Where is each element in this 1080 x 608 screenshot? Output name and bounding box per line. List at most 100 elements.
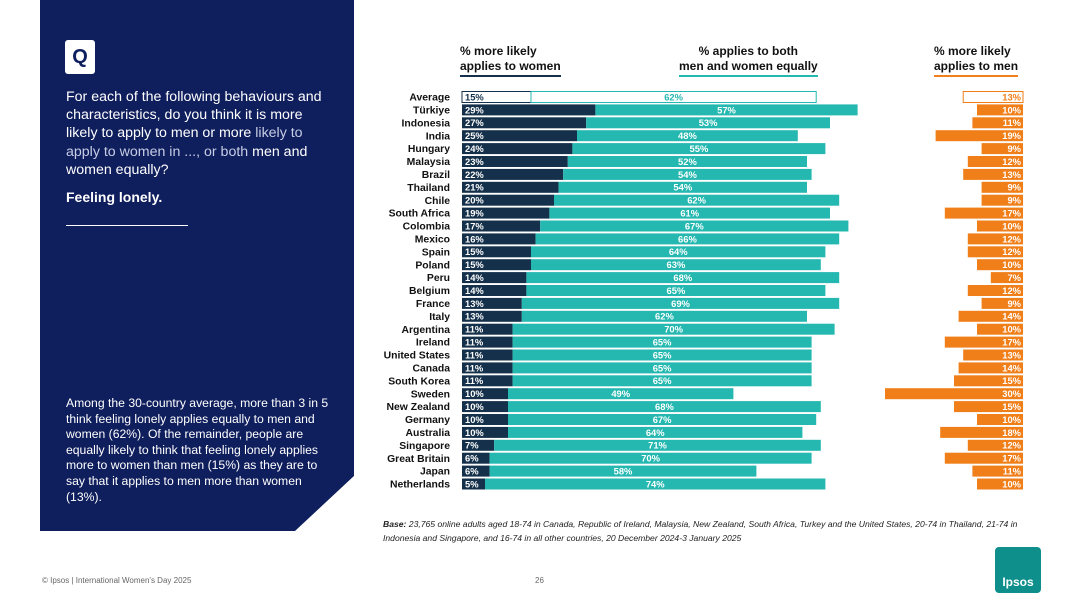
value-label-men: 9% bbox=[1007, 195, 1021, 206]
country-label: Argentina bbox=[402, 325, 451, 336]
bar-men bbox=[972, 465, 1023, 477]
value-label-both: 70% bbox=[664, 324, 683, 335]
bar-both bbox=[531, 259, 821, 271]
bar-men bbox=[935, 130, 1023, 142]
value-label-women: 7% bbox=[465, 440, 479, 451]
value-label-men: 11% bbox=[1003, 117, 1022, 128]
value-label-men: 10% bbox=[1002, 414, 1021, 425]
bar-men bbox=[944, 452, 1023, 464]
value-label-both: 54% bbox=[673, 182, 692, 193]
value-label-women: 22% bbox=[465, 169, 484, 180]
value-label-men: 12% bbox=[1002, 285, 1021, 296]
bar-men bbox=[977, 323, 1023, 335]
country-label: Thailand bbox=[407, 183, 450, 194]
header-men-line2: applies to men bbox=[934, 59, 1019, 73]
bar-men bbox=[977, 259, 1023, 271]
bar-women bbox=[462, 130, 577, 142]
country-label: Türkiye bbox=[413, 106, 450, 117]
country-label: Average bbox=[409, 93, 450, 104]
bar-men bbox=[958, 310, 1023, 322]
bar-men bbox=[963, 168, 1023, 180]
value-label-both: 61% bbox=[680, 208, 699, 219]
bar-women bbox=[462, 478, 485, 490]
bar-women bbox=[462, 194, 554, 206]
base-note: Base: 23,765 online adults aged 18-74 in… bbox=[383, 517, 1043, 545]
country-label: New Zealand bbox=[386, 402, 450, 413]
value-label-women: 27% bbox=[465, 117, 484, 128]
bar-both bbox=[512, 323, 835, 335]
value-label-women: 14% bbox=[465, 285, 484, 296]
bar-women bbox=[462, 104, 596, 116]
value-label-women: 10% bbox=[465, 427, 484, 438]
page-number: 26 bbox=[535, 576, 544, 585]
value-label-women: 5% bbox=[465, 478, 479, 489]
bar-both bbox=[558, 181, 807, 193]
value-label-men: 12% bbox=[1002, 156, 1021, 167]
bar-women bbox=[462, 388, 508, 400]
country-label: Spain bbox=[422, 247, 450, 258]
header-both-line2: men and women equally bbox=[679, 59, 818, 73]
value-label-both: 65% bbox=[653, 362, 672, 373]
bar-both bbox=[526, 272, 840, 284]
footer-source: © Ipsos | International Women's Day 2025 bbox=[42, 576, 192, 585]
bar-men bbox=[977, 478, 1023, 490]
question-panel bbox=[40, 0, 354, 531]
value-label-both: 48% bbox=[678, 130, 697, 141]
value-label-women: 23% bbox=[465, 156, 484, 167]
value-label-men: 13% bbox=[1002, 169, 1021, 180]
bar-men bbox=[962, 91, 1024, 103]
bar-both bbox=[508, 426, 803, 438]
country-label: France bbox=[416, 299, 450, 310]
bar-women bbox=[462, 323, 513, 335]
country-label: South Africa bbox=[389, 209, 451, 220]
value-label-men: 10% bbox=[1002, 324, 1021, 335]
country-label: United States bbox=[384, 351, 451, 362]
bar-men bbox=[940, 426, 1023, 438]
value-label-men: 13% bbox=[1002, 91, 1021, 102]
bar-both bbox=[485, 478, 826, 490]
value-label-women: 11% bbox=[465, 337, 484, 348]
value-label-men: 13% bbox=[1002, 349, 1021, 360]
value-label-women: 25% bbox=[465, 130, 484, 141]
value-label-both: 65% bbox=[667, 285, 686, 296]
bar-women bbox=[462, 272, 527, 284]
bar-both bbox=[549, 207, 830, 219]
value-label-both: 62% bbox=[664, 91, 683, 102]
value-label-men: 9% bbox=[1007, 143, 1021, 154]
header-women-line1: % more likely bbox=[460, 44, 537, 58]
bar-men bbox=[981, 143, 1023, 155]
bar-women bbox=[462, 246, 531, 258]
value-label-women: 21% bbox=[465, 182, 484, 193]
bar-both bbox=[530, 91, 817, 103]
bar-both bbox=[508, 414, 817, 425]
header-men-line1: % more likely bbox=[934, 44, 1011, 58]
value-label-both: 53% bbox=[699, 117, 718, 128]
bar-both bbox=[508, 401, 821, 413]
value-label-men: 15% bbox=[1002, 375, 1021, 386]
bar-women bbox=[462, 401, 508, 413]
country-label: Italy bbox=[429, 312, 450, 323]
country-label: Indonesia bbox=[402, 118, 451, 129]
value-label-both: 63% bbox=[667, 259, 686, 270]
bar-both bbox=[531, 246, 826, 258]
country-label: Netherlands bbox=[390, 480, 450, 491]
value-label-women: 11% bbox=[465, 362, 484, 373]
bar-both bbox=[540, 220, 849, 232]
bar-both bbox=[563, 168, 812, 180]
value-label-women: 19% bbox=[465, 208, 484, 219]
bar-women bbox=[462, 156, 568, 167]
question-main: For each of the following behaviours and… bbox=[66, 89, 322, 142]
value-label-men: 19% bbox=[1002, 130, 1021, 141]
bar-men bbox=[967, 233, 1023, 245]
value-label-men: 10% bbox=[1002, 220, 1021, 231]
value-label-men: 15% bbox=[1002, 401, 1021, 412]
bar-both bbox=[494, 439, 821, 451]
bar-men bbox=[944, 207, 1023, 219]
value-label-both: 62% bbox=[687, 195, 706, 206]
bar-men bbox=[990, 272, 1023, 284]
value-label-both: 68% bbox=[655, 401, 674, 412]
value-label-women: 13% bbox=[465, 298, 484, 309]
bar-men bbox=[954, 375, 1023, 387]
value-label-men: 10% bbox=[1002, 259, 1021, 270]
